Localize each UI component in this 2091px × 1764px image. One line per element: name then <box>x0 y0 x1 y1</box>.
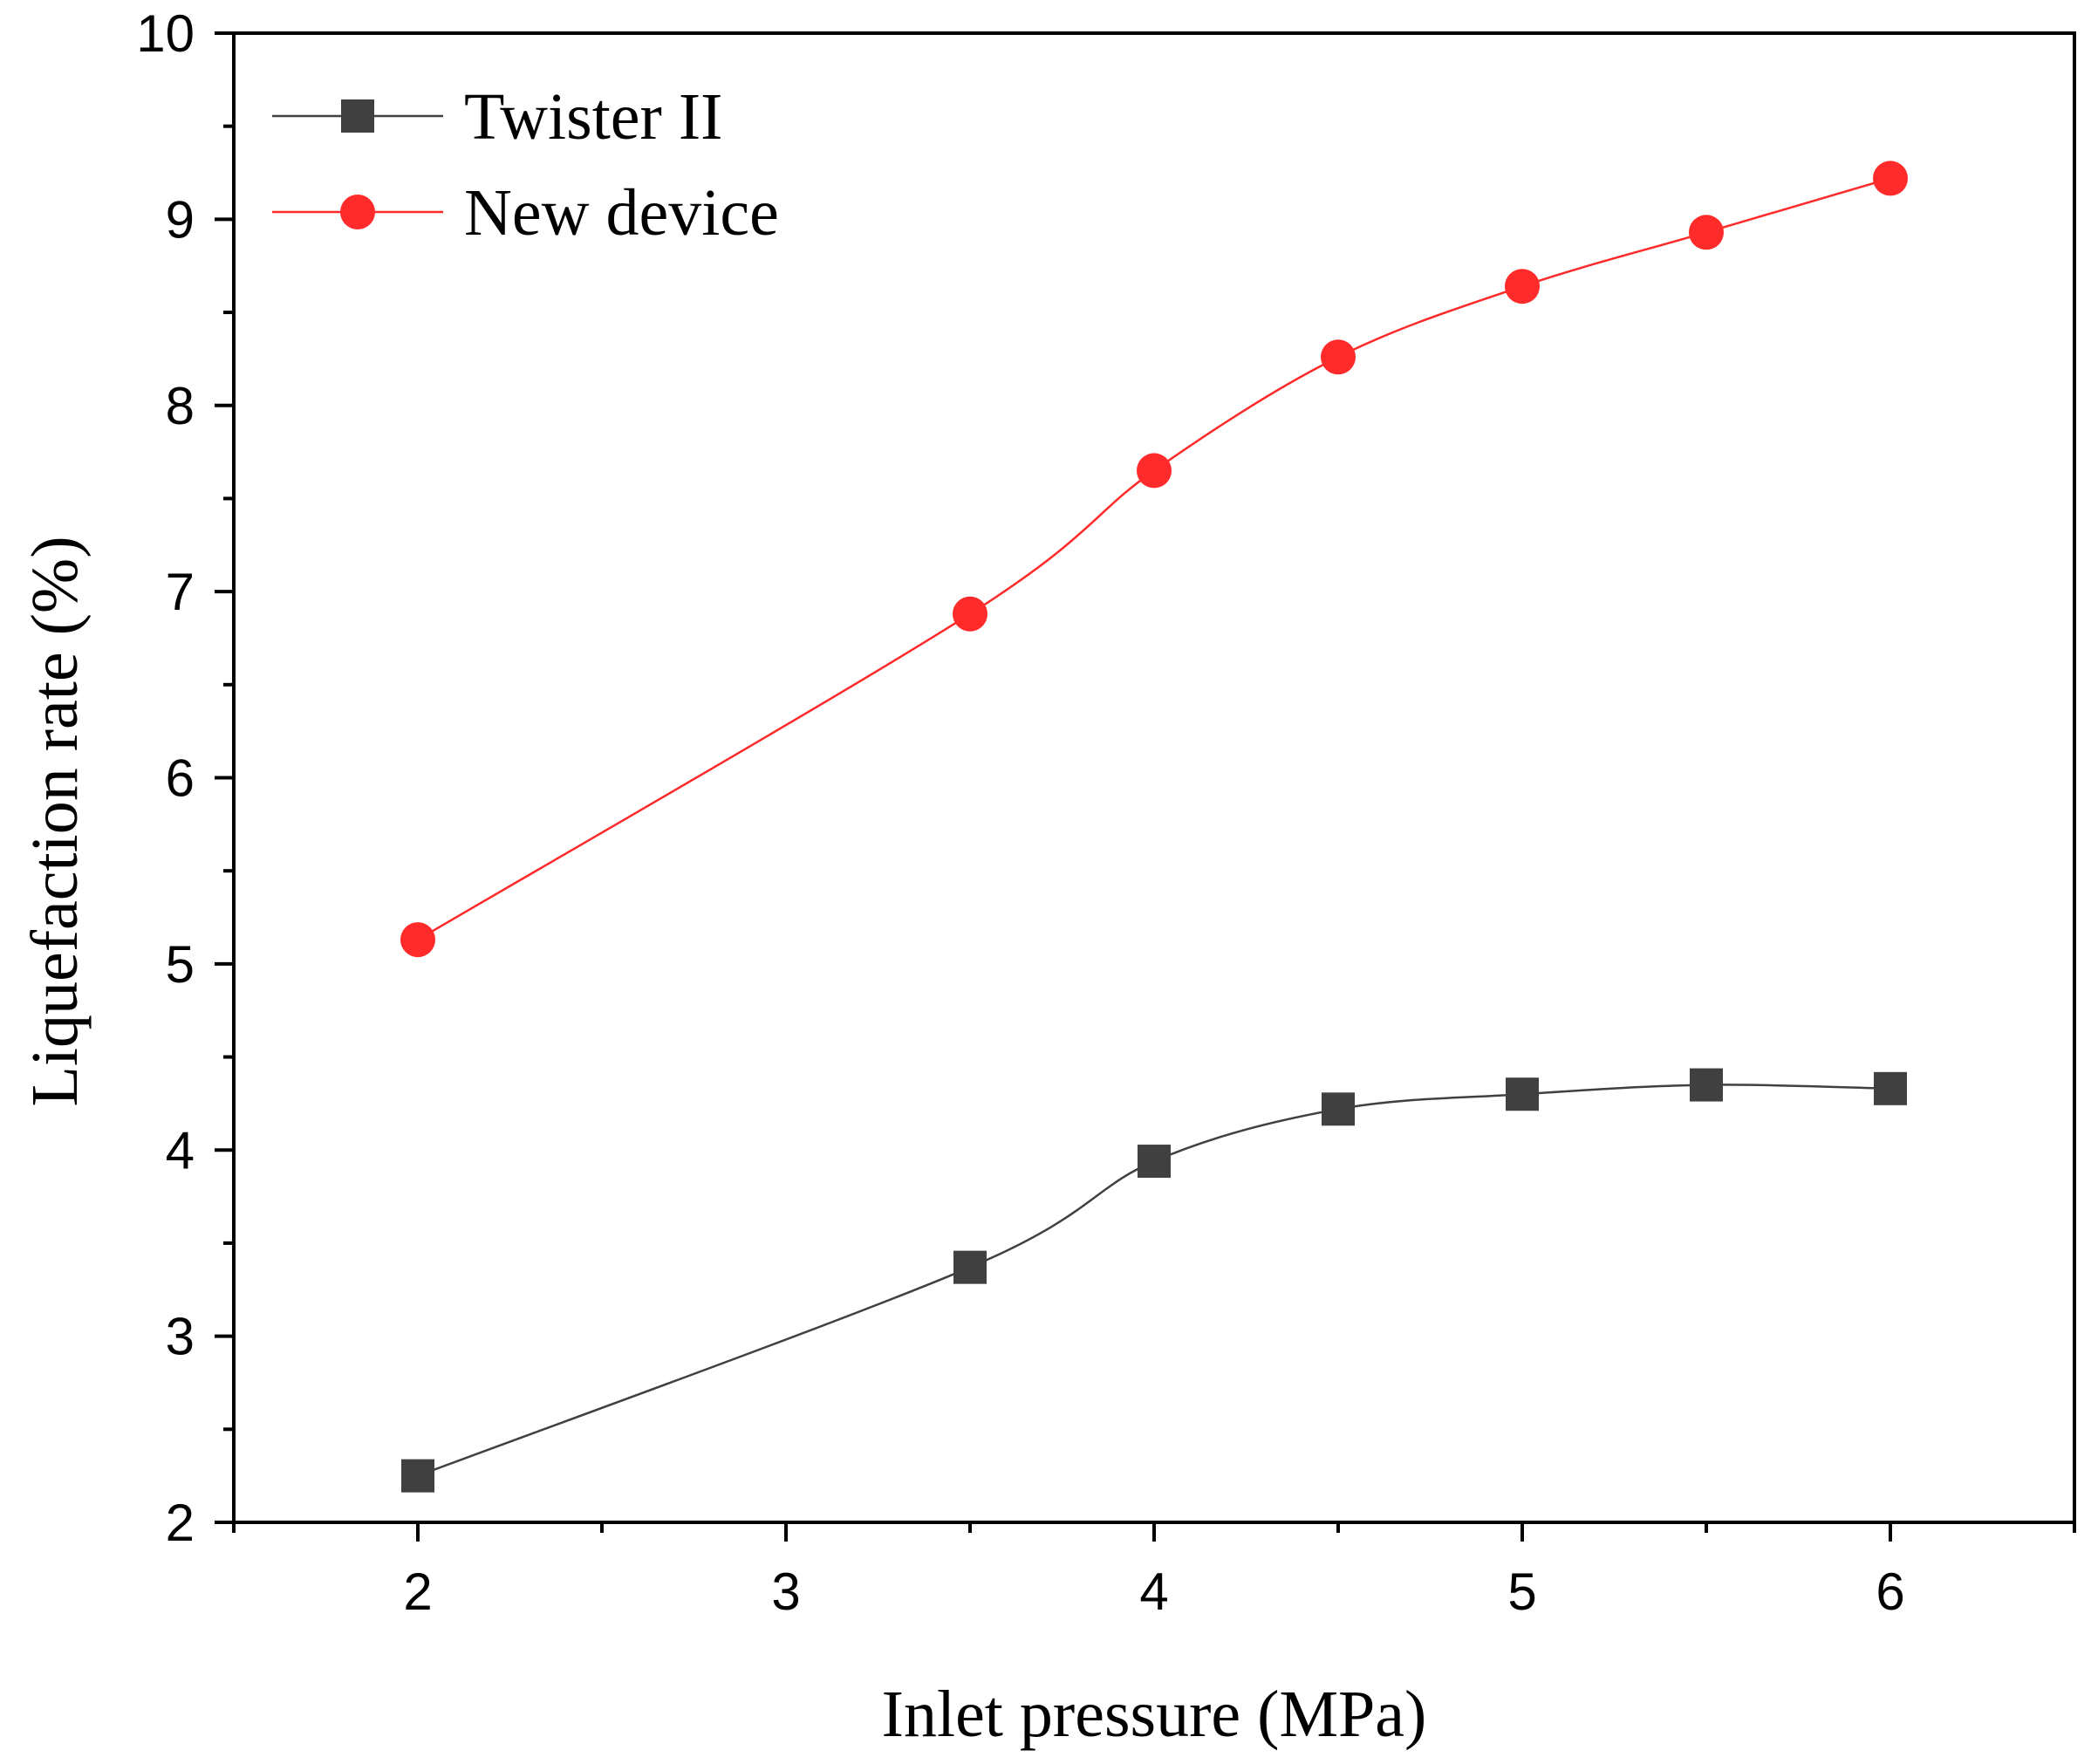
data-point-new-device <box>1137 453 1172 489</box>
data-point-twister-ii <box>1138 1145 1171 1179</box>
x-tick-label: 3 <box>771 1562 800 1621</box>
data-point-twister-ii <box>953 1250 987 1284</box>
data-point-twister-ii <box>1690 1068 1723 1102</box>
y-tick-label: 9 <box>166 190 195 249</box>
y-tick-label: 4 <box>166 1121 195 1179</box>
data-point-twister-ii <box>1322 1092 1355 1126</box>
y-tick-label: 10 <box>136 4 195 63</box>
x-tick-label: 2 <box>403 1562 432 1621</box>
y-tick-label: 7 <box>166 563 195 621</box>
labels-layer: Inlet pressure (MPa) Liquefaction rate (… <box>18 536 1426 1751</box>
series-twister-ii <box>401 1068 1907 1493</box>
data-point-new-device <box>1505 269 1540 304</box>
x-axis-title: Inlet pressure (MPa) <box>882 1678 1427 1751</box>
legend-item-twister-ii: Twister II <box>272 80 722 154</box>
data-point-twister-ii <box>1506 1077 1539 1111</box>
x-tick-label: 6 <box>1876 1562 1904 1621</box>
legend-label-twister-ii: Twister II <box>464 80 722 154</box>
data-point-new-device <box>1321 339 1356 375</box>
series-line-new-device <box>417 177 1891 941</box>
legend: Twister II New device <box>272 80 779 250</box>
legend-item-new-device: New device <box>272 176 779 250</box>
y-tick-label: 5 <box>166 935 195 994</box>
legend-marker-twister-ii <box>341 99 374 133</box>
data-point-new-device <box>953 596 987 632</box>
data-point-new-device <box>400 922 435 958</box>
series-layer <box>400 161 1908 1493</box>
legend-label-new-device: New device <box>464 176 779 250</box>
y-axis-title: Liquefaction rate (%) <box>18 536 92 1106</box>
data-point-twister-ii <box>1874 1071 1907 1105</box>
series-line-twister-ii <box>417 1084 1891 1477</box>
y-tick-label: 3 <box>166 1308 195 1366</box>
y-tick-label: 2 <box>166 1494 195 1552</box>
plot-frame <box>232 31 2076 1524</box>
data-point-new-device <box>1873 161 1908 196</box>
y-tick-label: 8 <box>166 377 195 435</box>
x-tick-label: 4 <box>1139 1562 1168 1621</box>
series-new-device <box>400 161 1908 958</box>
y-tick-label: 6 <box>166 749 195 808</box>
legend-marker-new-device <box>340 195 375 229</box>
axes-layer: 2 3 4 5 6 2 3 4 5 6 7 8 9 10 <box>136 4 2076 1621</box>
data-point-new-device <box>1689 215 1724 250</box>
x-tick-label: 5 <box>1507 1562 1536 1621</box>
data-point-twister-ii <box>401 1459 434 1493</box>
